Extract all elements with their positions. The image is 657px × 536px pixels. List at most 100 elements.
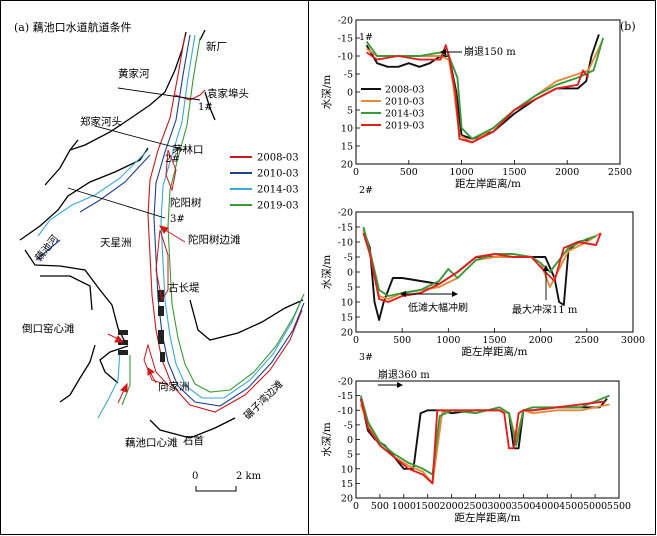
map-legend: 2008-03 2010-03 2014-03 2019-03 <box>230 153 299 212</box>
annotation-arrowhead <box>397 382 403 388</box>
y-tick-label: 20 <box>341 160 353 171</box>
y-tick-label: 20 <box>341 494 353 505</box>
profile-axes-box <box>355 380 620 499</box>
label-huangjiahe: 黄家河 <box>118 67 150 80</box>
y-tick-label: -5 <box>344 253 353 264</box>
x-tick-label: 2500 <box>463 501 487 512</box>
x-axis-label: 距左岸距离/m <box>462 345 528 358</box>
y-tick-label: 0 <box>347 88 353 99</box>
y-tick-label: -10 <box>338 52 353 63</box>
profile-axes-box <box>355 211 634 333</box>
x-tick-label: 0 <box>353 335 359 346</box>
x-tick-label: 2000 <box>555 167 579 178</box>
series-line-2010-03 <box>359 403 610 485</box>
scale-km: 2 km <box>236 471 262 482</box>
x-tick-label: 3500 <box>511 501 535 512</box>
map-arrows <box>107 225 186 404</box>
x-tick-label: 500 <box>393 335 411 346</box>
y-axis-label: 水深/m <box>321 255 333 290</box>
x-tick-label: 5500 <box>607 501 631 512</box>
label-tuoyangshu: 陀阳树 <box>170 196 202 209</box>
x-tick-label: 1000 <box>392 501 416 512</box>
panel-b-label: (b) <box>620 20 636 33</box>
y-tick-label: 5 <box>347 106 353 117</box>
label-beiziwan: 碾子湾边滩 <box>241 378 286 423</box>
label-maolinkou: 茅林口 <box>172 143 204 156</box>
annotation-low-beach: 低滩大幅冲刷 <box>408 301 468 314</box>
y-tick-label: -20 <box>338 377 353 388</box>
label-yuanjiabu: 袁家埠头 <box>207 87 249 100</box>
scale-zero: 0 <box>192 471 198 482</box>
label-tuoyangshu-bian: 陀阳树边滩 <box>188 233 241 246</box>
map-title: (a) 藕池口水道航道条件 <box>14 20 132 34</box>
series-line-2014-03 <box>365 37 605 140</box>
y-tick-label: 5 <box>347 283 353 294</box>
series-line-2019-03 <box>362 232 602 303</box>
x-tick-label: 3000 <box>487 501 511 512</box>
y-tick-label: -10 <box>338 406 353 417</box>
label-shishou: 石首 <box>183 434 204 447</box>
x-tick-label: 5000 <box>583 501 607 512</box>
y-axis-label: 水深/m <box>321 75 333 110</box>
y-tick-label: -5 <box>344 70 353 81</box>
annotation-arrowhead <box>440 49 446 55</box>
y-tick-label: 10 <box>341 298 353 309</box>
y-axis-label: 水深/m <box>321 422 333 457</box>
legend-label-2014-03: 2014-03 <box>385 109 424 120</box>
legend-label-2014-03: 2014-03 <box>257 185 299 196</box>
y-tick-label: 15 <box>341 313 353 324</box>
label-zhengjiahe: 郑家河头 <box>80 115 122 128</box>
x-tick-label: 2000 <box>440 501 464 512</box>
series-line-2014-03 <box>359 394 610 476</box>
y-tick-label: -10 <box>338 238 353 249</box>
x-tick-label: 1000 <box>436 335 460 346</box>
map-section-lines <box>67 87 201 219</box>
y-tick-label: -15 <box>338 223 353 234</box>
legend-label-2008-03: 2008-03 <box>257 153 299 164</box>
section-label-3: 3# <box>170 214 185 225</box>
y-tick-label: 10 <box>341 124 353 135</box>
series-line-2019-03 <box>366 44 590 144</box>
y-tick-label: 15 <box>341 142 353 153</box>
y-tick-label: -20 <box>338 16 353 27</box>
x-tick-label: 1500 <box>482 335 506 346</box>
label-daokouyao: 倒口窑心滩 <box>22 322 75 335</box>
y-tick-label: 5 <box>347 450 353 461</box>
x-tick-label: 4000 <box>535 501 559 512</box>
map-channel-lines <box>37 34 305 419</box>
y-tick-label: -15 <box>338 391 353 402</box>
map-embankments <box>19 29 304 439</box>
x-tick-label: 1500 <box>502 167 526 178</box>
x-tick-label: 500 <box>400 167 418 178</box>
y-tick-label: -5 <box>344 420 353 431</box>
label-guchangdi: 古长堤 <box>168 281 200 294</box>
y-tick-label: 15 <box>341 479 353 490</box>
x-tick-label: 1500 <box>416 501 440 512</box>
map-panel: (a) 藕池口水道航道条件 <box>14 20 305 492</box>
y-tick-label: 20 <box>341 328 353 339</box>
section-label-1: 1# <box>198 102 213 113</box>
section-label: 2# <box>359 185 373 196</box>
annotation-max-scour: 最大冲深11 m <box>512 303 578 316</box>
y-tick-label: 0 <box>347 435 353 446</box>
label-ouchihe: 藕池河 <box>32 232 61 264</box>
y-tick-label: 0 <box>347 268 353 279</box>
x-tick-label: 4500 <box>559 501 583 512</box>
map-sandbar-outline <box>143 149 177 387</box>
map-section-labels: 1# 2# 3# <box>165 102 213 225</box>
x-tick-label: 2000 <box>529 335 553 346</box>
y-tick-label: -20 <box>338 208 353 219</box>
label-tianxingzhou: 天星洲 <box>100 237 132 249</box>
x-tick-label: 500 <box>371 501 389 512</box>
section-label: 1# <box>359 32 373 43</box>
label-xinchang: 新厂 <box>206 40 227 53</box>
x-axis-label: 距左岸距离/m <box>455 177 521 190</box>
section-label-2: 2# <box>165 154 180 165</box>
annotation-retreat-3: 崩退360 m <box>378 368 430 381</box>
x-tick-label: 1000 <box>450 167 474 178</box>
